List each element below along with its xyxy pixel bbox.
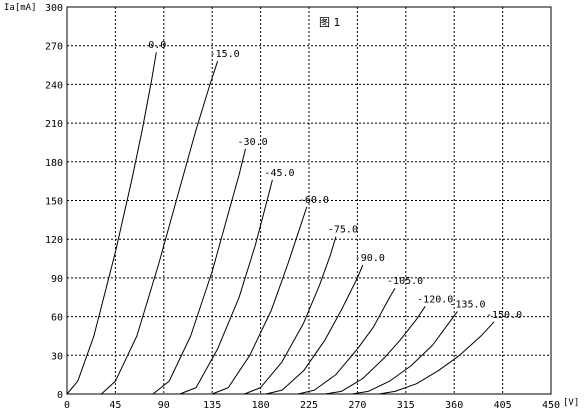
curve-line — [325, 306, 426, 395]
x-tick-label: 0 — [64, 400, 70, 411]
y-tick-label: 60 — [51, 313, 63, 324]
curve-line — [244, 236, 337, 395]
x-tick-label: 135 — [203, 400, 221, 411]
y-tick-label: 270 — [45, 42, 63, 53]
curve-label: 0.0 — [148, 40, 166, 51]
curve-line — [101, 61, 219, 395]
grid — [67, 7, 551, 394]
curve-label: -75.0 — [328, 225, 358, 236]
curve-label: -135.0 — [449, 299, 485, 310]
curve-label: -30.0 — [238, 137, 268, 148]
y-axis-label: Ia[mA] — [4, 3, 37, 13]
x-tick-label: 405 — [494, 400, 512, 411]
y-tick-label: 210 — [45, 119, 63, 130]
curve-label: -150.0 — [486, 310, 522, 321]
curve-line — [351, 311, 458, 395]
x-tick-label: 45 — [109, 400, 121, 411]
x-axis-label: [V] — [563, 398, 579, 408]
x-tick-label: 180 — [252, 400, 270, 411]
y-tick-label: 90 — [51, 274, 63, 285]
y-tick-label: 180 — [45, 158, 63, 169]
curve-line — [66, 52, 157, 395]
curve-label: -15.0 — [210, 49, 240, 60]
curve-label: -60.0 — [299, 195, 329, 206]
curve-line — [265, 264, 364, 395]
y-tick-label: 0 — [57, 390, 63, 401]
plot-frame — [66, 6, 552, 395]
curve-labels: 0.0 -15.0 -30.0 -45.0 -60.0 -75.0 -90.0 -105.0 -… — [148, 40, 522, 321]
chart-title: 图 1 — [319, 16, 341, 29]
curve-label: -90.0 — [355, 253, 385, 264]
curve-line — [212, 206, 308, 395]
x-tick-label: 90 — [158, 400, 170, 411]
y-tick-label: 300 — [45, 3, 63, 14]
y-tick-label: 240 — [45, 80, 63, 91]
curve-line — [152, 148, 246, 395]
curve-label: -105.0 — [387, 276, 423, 287]
x-tick-label: 225 — [300, 400, 318, 411]
x-tick-label: 450 — [542, 400, 560, 411]
y-tick-label: 30 — [51, 351, 63, 362]
curve-label: -120.0 — [417, 294, 453, 305]
y-tick-label: 120 — [45, 235, 63, 246]
x-tick-label: 315 — [397, 400, 415, 411]
curve-label: -45.0 — [264, 168, 294, 179]
y-tick-label: 150 — [45, 197, 63, 208]
tick-labels: 0 45 90 135 180 225 270 315 360 405 450 0 30 60 90 120 1… — [45, 3, 560, 411]
x-tick-label: 270 — [348, 400, 366, 411]
curve-line — [298, 287, 396, 395]
curve-line — [179, 179, 273, 395]
x-tick-label: 360 — [445, 400, 463, 411]
curve-line — [378, 321, 495, 395]
curves — [66, 52, 495, 395]
